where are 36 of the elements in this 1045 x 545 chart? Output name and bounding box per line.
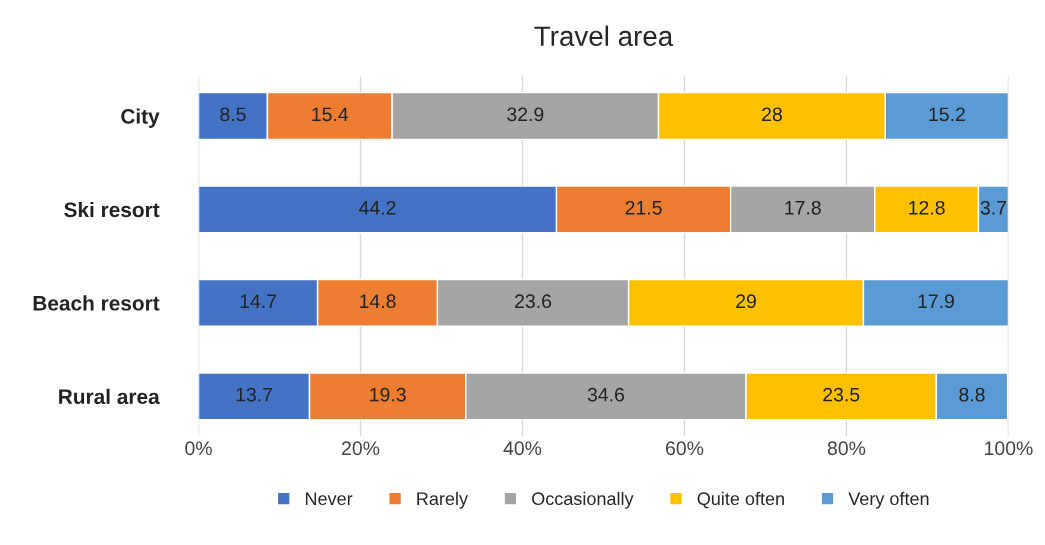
data-label: 3.7	[980, 200, 1006, 215]
legend-label: Never	[305, 492, 353, 506]
legend-label: Very often	[848, 491, 929, 509]
legend-label: Quite often	[697, 491, 784, 509]
data-label: 8.5	[220, 107, 246, 122]
data-label: 17.9	[918, 294, 954, 309]
data-label: 34.6	[587, 387, 624, 402]
x-tick-label: 0%	[185, 441, 212, 456]
y-tick-label: Ski resort	[64, 201, 160, 218]
chart-title: Travel area	[534, 25, 674, 47]
data-label: 21.5	[625, 200, 662, 215]
data-label: 17.8	[785, 200, 821, 215]
data-label: 15.2	[929, 107, 965, 122]
x-tick-label: 80%	[827, 441, 866, 456]
data-label: 29	[736, 294, 756, 309]
x-tick-label: 100%	[985, 441, 1033, 456]
y-tick-label: Rural area	[59, 388, 160, 405]
x-tick-label: 20%	[342, 441, 380, 456]
x-tick-label: 60%	[666, 441, 704, 456]
data-label: 44.2	[359, 200, 396, 215]
data-label: 8.8	[959, 387, 985, 402]
x-tick-label: 40%	[503, 441, 542, 456]
legend-label: Rarely	[417, 491, 468, 509]
data-label: 32.9	[507, 107, 544, 122]
y-tick-label: City	[121, 108, 160, 128]
data-label: 19.3	[370, 387, 406, 402]
legend-label: Occasionally	[532, 491, 634, 509]
data-label: 15.4	[312, 107, 349, 122]
data-label: 13.7	[236, 387, 272, 402]
data-label: 14.7	[240, 294, 277, 308]
y-tick-label: Beach resort	[33, 295, 160, 311]
data-label: 23.5	[823, 387, 860, 402]
data-label: 14.8	[360, 294, 396, 309]
data-label: 28	[762, 107, 782, 122]
data-label: 12.8	[909, 200, 945, 215]
data-label: 23.6	[515, 294, 552, 309]
